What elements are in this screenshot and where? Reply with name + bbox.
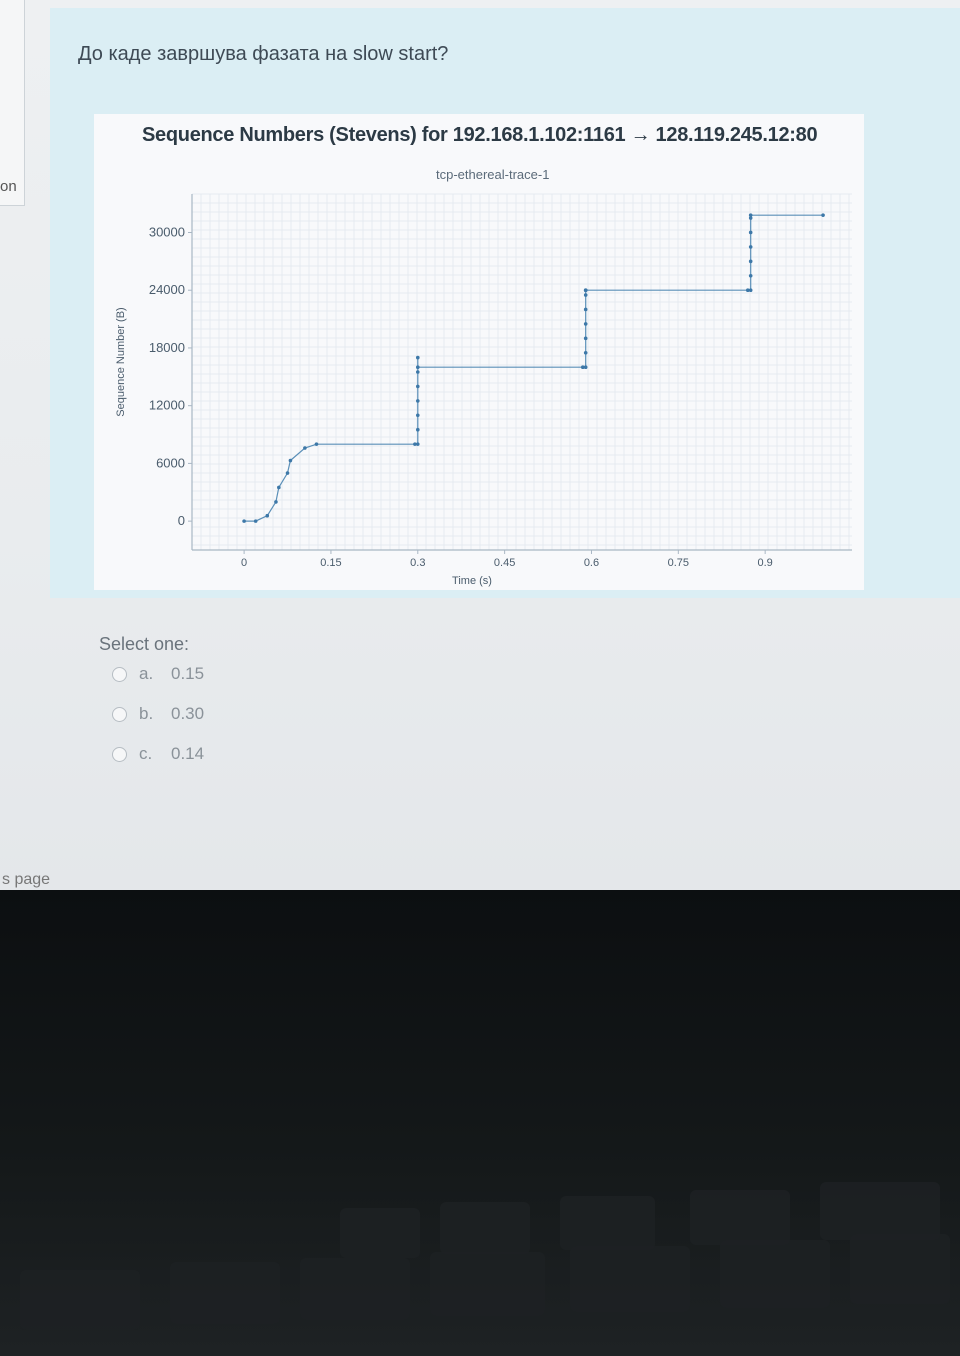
y-tick-label: 18000 — [149, 340, 185, 355]
keyboard-key — [850, 1234, 950, 1304]
keyboard-key — [820, 1182, 940, 1240]
keyboard-key — [170, 1262, 280, 1324]
data-point — [580, 365, 585, 369]
data-point — [583, 322, 588, 326]
data-point — [748, 288, 753, 293]
data-point — [748, 259, 753, 264]
y-tick-label: 30000 — [149, 224, 185, 239]
left-block-panel — [0, 0, 25, 206]
question-text: До каде завршува фазата на slow start? — [78, 43, 449, 65]
data-point — [415, 355, 420, 360]
y-tick-label: 24000 — [149, 282, 185, 297]
data-point — [415, 365, 420, 369]
keyboard-key — [430, 1252, 545, 1316]
data-point — [748, 213, 753, 217]
data-point — [821, 213, 825, 217]
data-point — [415, 413, 420, 418]
y-axis-label: Sequence Number (B) — [115, 307, 127, 416]
data-point — [748, 273, 753, 278]
data-point — [285, 471, 290, 475]
keyboard-key — [720, 1240, 830, 1308]
data-point — [748, 245, 753, 249]
option-a[interactable]: a. 0.15 — [112, 664, 204, 684]
left-nav-fragment[interactable]: on — [0, 178, 17, 195]
select-one-label: Select one: — [99, 634, 190, 654]
data-point — [413, 442, 417, 446]
option-b[interactable]: b. 0.30 — [112, 704, 204, 724]
x-tick-label: 0.3 — [410, 557, 425, 569]
x-tick-label: 0.9 — [758, 557, 773, 569]
data-point — [415, 427, 420, 432]
data-point — [314, 442, 319, 446]
x-axis-label: Time (s) — [452, 575, 492, 587]
data-point — [415, 370, 420, 374]
x-tick-label: 0.15 — [320, 557, 341, 569]
keyboard-key — [570, 1246, 690, 1312]
x-tick-label: 0.6 — [584, 557, 599, 569]
data-point — [748, 230, 753, 235]
keyboard-key — [690, 1190, 790, 1245]
data-point — [583, 288, 588, 293]
data-point — [303, 446, 307, 450]
laptop-keyboard-area — [0, 890, 960, 1356]
option-c-value: 0.14 — [171, 744, 205, 763]
y-tick-label: 0 — [178, 513, 185, 528]
data-point — [415, 442, 420, 446]
chart-title: Sequence Numbers (Stevens) for 192.168.1… — [142, 124, 818, 146]
data-point — [583, 293, 588, 297]
data-point — [583, 336, 588, 341]
keyboard-key — [440, 1202, 530, 1254]
data-point — [583, 350, 588, 355]
keyboard-key — [20, 1270, 140, 1330]
option-c[interactable]: c. 0.14 — [112, 744, 204, 764]
x-tick-label: 0 — [241, 557, 247, 569]
chart-image: 0 6000 12000 18000 24000 30000 0 0.15 0.3 0.45 0.6… — [94, 114, 864, 590]
y-tick-label: 12000 — [149, 398, 185, 413]
data-point — [277, 485, 281, 490]
keyboard-key — [300, 1258, 410, 1320]
option-b-letter: b. — [139, 704, 154, 723]
monitor-screen: on s page До каде завршува фазата на slo… — [0, 0, 960, 890]
option-b-value: 0.30 — [171, 704, 205, 723]
keyboard-key — [340, 1208, 420, 1258]
y-tick-label: 6000 — [156, 455, 185, 470]
data-point — [748, 216, 753, 220]
data-point — [265, 513, 270, 518]
data-point — [415, 399, 420, 403]
footer-link-fragment[interactable]: s page — [2, 871, 51, 888]
chart-subtitle: tcp-ethereal-trace-1 — [436, 167, 550, 182]
data-point — [253, 519, 258, 523]
sequence-chart-svg: 0 6000 12000 18000 24000 30000 0 0.15 0.3 0.45 0.6… — [115, 193, 852, 587]
option-c-letter: c. — [139, 744, 153, 763]
data-point — [415, 384, 420, 389]
data-point — [583, 307, 588, 312]
data-point — [242, 519, 246, 523]
data-point — [745, 288, 750, 293]
data-point — [288, 458, 293, 463]
radio-c[interactable] — [112, 746, 127, 762]
radio-a[interactable] — [112, 666, 127, 682]
option-a-value: 0.15 — [171, 664, 205, 683]
data-point — [583, 365, 588, 369]
data-point — [274, 500, 278, 504]
x-tick-label: 0.75 — [668, 557, 689, 569]
option-a-letter: a. — [139, 664, 154, 683]
radio-b[interactable] — [112, 706, 127, 722]
x-tick-label: 0.45 — [494, 557, 515, 569]
keyboard-key — [560, 1196, 655, 1250]
